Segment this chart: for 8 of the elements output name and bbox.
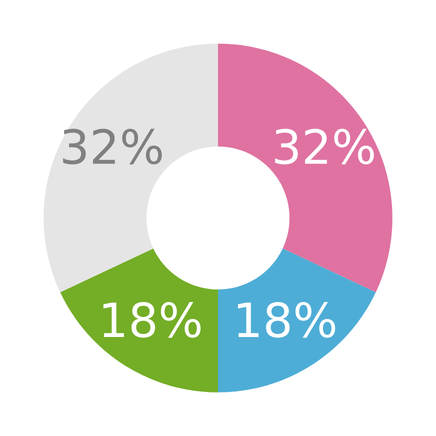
donut-slice xyxy=(218,248,376,392)
data-label: 18% xyxy=(238,302,336,338)
data-label: 18% xyxy=(103,302,201,338)
donut-slice xyxy=(218,44,392,292)
data-label: 32% xyxy=(63,128,162,164)
donut-slice xyxy=(60,248,218,392)
donut-slice xyxy=(44,44,218,292)
data-label: 32% xyxy=(275,128,374,164)
